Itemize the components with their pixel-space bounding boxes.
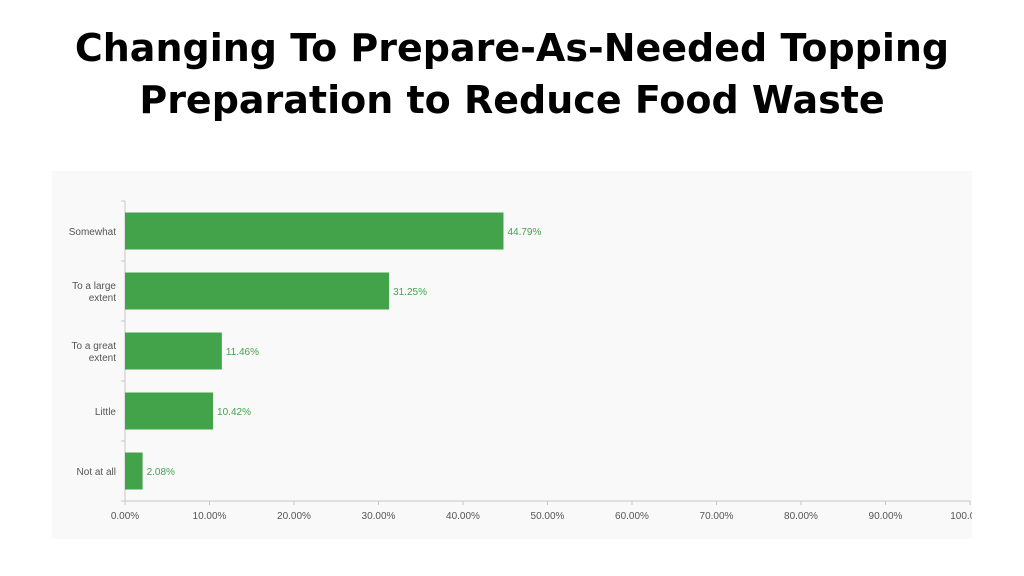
x-tick-label: 70.00%: [700, 511, 734, 522]
category-label: To a great extent: [72, 341, 117, 364]
data-label: 10.42%: [217, 407, 251, 418]
x-tick-label: 100.00%: [950, 511, 972, 522]
x-tick-label: 10.00%: [193, 511, 227, 522]
x-tick-label: 30.00%: [362, 511, 396, 522]
category-label: Little: [95, 407, 117, 418]
data-label: 31.25%: [393, 287, 427, 298]
bar: [125, 212, 504, 250]
data-label: 44.79%: [507, 227, 541, 238]
x-tick-label: 0.00%: [111, 511, 139, 522]
category-label: Not at all: [77, 467, 116, 478]
category-label: Somewhat: [69, 227, 116, 238]
x-tick-label: 20.00%: [277, 511, 311, 522]
x-tick-label: 80.00%: [784, 511, 818, 522]
x-tick-label: 40.00%: [446, 511, 480, 522]
bar: [125, 392, 214, 430]
slide-title-line-2: Preparation to Reduce Food Waste: [139, 78, 885, 122]
x-tick-label: 60.00%: [615, 511, 649, 522]
data-label: 11.46%: [226, 347, 259, 358]
x-tick-label: 90.00%: [869, 511, 903, 522]
bar: [125, 272, 390, 310]
bar: [125, 332, 222, 370]
bar-chart: 0.00% 10.00% 20.00% 30.00% 40.00% 50.00% 60.00…: [69, 200, 972, 522]
x-tick-label: 50.00%: [531, 511, 565, 522]
data-label: 2.08%: [147, 467, 175, 478]
slide-title-line-1: Changing To Prepare-As-Needed Topping: [74, 26, 950, 70]
bar: [125, 452, 143, 490]
chart-panel: 0.00% 10.00% 20.00% 30.00% 40.00% 50.00% 60.00…: [52, 171, 972, 539]
slide-title: Changing To Prepare-As-Needed Topping Pr…: [0, 22, 1024, 126]
category-label: To a large extent: [72, 281, 116, 304]
